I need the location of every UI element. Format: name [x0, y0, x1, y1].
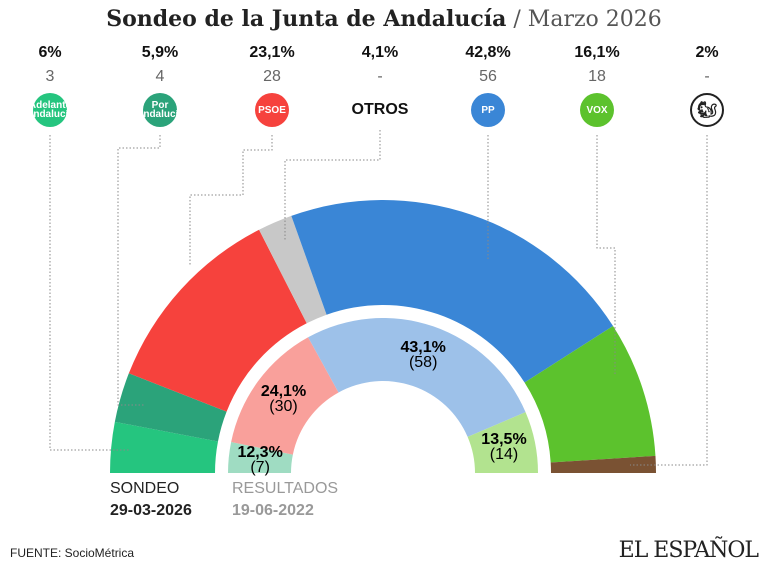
party-percent: 4,1% [361, 44, 399, 61]
party-seats: 28 [263, 68, 281, 85]
party-seats: 4 [155, 68, 165, 85]
outer-segment-1 [114, 373, 227, 442]
party-percent: 16,1% [574, 44, 620, 61]
title-main: Sondeo de la Junta de Andalucía [106, 6, 507, 32]
outer-segment-2 [128, 229, 307, 412]
inner-seats: (7) [250, 458, 270, 476]
party-header: 23,1% 28 PSOE [227, 44, 317, 127]
inner-data-label: 12,3% (7) [232, 443, 288, 476]
outer-segment-5 [524, 325, 656, 463]
inner-percent: 43,1% [400, 339, 446, 357]
inner-data-label: 24,1% (30) [256, 382, 312, 415]
inner-segment-0 [228, 441, 293, 473]
party-header: 16,1% 18 VOX [552, 44, 642, 127]
title-sub: / Marzo 2026 [513, 7, 662, 32]
party-seats: 56 [479, 68, 497, 85]
party-seats: 3 [45, 68, 55, 85]
leader-line [284, 130, 381, 240]
otros-label: OTROS [351, 101, 409, 118]
party-logo-icon: VOX [580, 93, 614, 127]
inner-seats: (14) [489, 446, 519, 464]
outer-segment-0 [110, 421, 218, 473]
party-logo-icon: Por Andalucía [136, 93, 184, 127]
party-percent: 5,9% [141, 44, 179, 61]
inner-segment-1 [231, 337, 339, 455]
leader-line [596, 135, 616, 375]
party-logo-icon: PP [471, 93, 505, 127]
leader-line [630, 135, 708, 466]
inner-label: RESULTADOS [232, 480, 339, 497]
party-percent: 23,1% [249, 44, 295, 61]
inner-seats: (58) [408, 354, 438, 372]
inner-percent: 24,1% [260, 382, 307, 400]
outer-segment-4 [291, 200, 614, 383]
leader-line [189, 135, 273, 265]
inner-segment-3 [467, 412, 538, 473]
party-logo-icon: PSOE [255, 93, 289, 127]
inner-percent: 12,3% [237, 443, 283, 461]
party-header: 2% - 🐿 [662, 44, 752, 127]
party-percent: 42,8% [465, 44, 511, 61]
outer-segment-6 [550, 455, 656, 473]
party-seats: 18 [588, 68, 606, 85]
leader-line [49, 135, 130, 451]
inner-data-label: 43,1% (58) [395, 339, 451, 372]
party-seats: - [377, 68, 383, 85]
inner-segment-2 [308, 318, 526, 437]
source: FUENTE: SocioMétrica [10, 546, 135, 560]
party-seats: - [704, 68, 710, 85]
outer-label: SONDEO [110, 480, 180, 497]
inner-date: 19-06-2022 [232, 502, 314, 519]
brand-logo: EL ESPAÑOL [618, 538, 759, 563]
inner-percent: 13,5% [481, 431, 527, 449]
inner-data-label: 13,5% (14) [476, 431, 532, 464]
page-title: Sondeo de la Junta de Andalucía / Marzo … [0, 6, 768, 32]
outer-date: 29-03-2026 [110, 502, 192, 519]
party-header: 42,8% 56 PP [443, 44, 533, 127]
party-header: 6% 3 Adelante Andalucía [5, 44, 95, 127]
party-header: 5,9% 4 Por Andalucía [115, 44, 205, 127]
party-logo-icon: Adelante Andalucía [26, 93, 74, 127]
squirrel-logo-icon: 🐿 [690, 93, 724, 127]
party-percent: 6% [38, 44, 62, 61]
outer-segment-3 [259, 215, 327, 324]
party-percent: 2% [695, 44, 719, 61]
inner-seats: (30) [269, 397, 298, 415]
party-header: 4,1% - OTROS [335, 44, 425, 119]
